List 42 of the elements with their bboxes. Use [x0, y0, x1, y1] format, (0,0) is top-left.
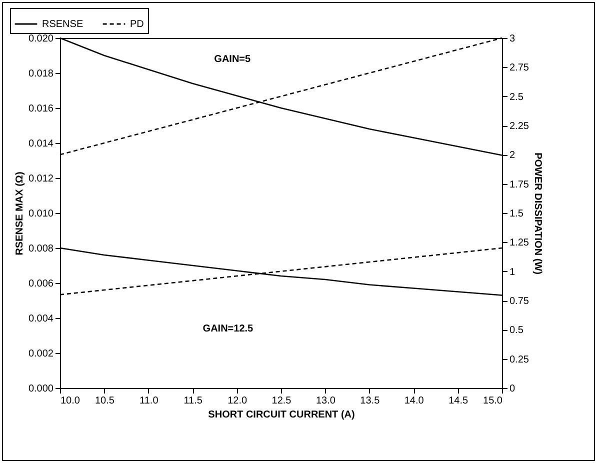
y-tick-label: 0.016: [28, 104, 54, 114]
y2-tick-label: 1.5: [510, 208, 524, 220]
x-tick-label: 15.0: [483, 396, 503, 406]
y-tick-label: 0.000: [28, 384, 54, 394]
annotation: GAIN=12.5: [202, 324, 254, 334]
y2-tick-label: 0.25: [510, 354, 530, 366]
x-tick-label: 14.5: [448, 396, 468, 406]
annotation: GAIN=5: [214, 54, 252, 65]
y2-tick-label: 2.25: [510, 121, 530, 132]
x-tick-label: 13.5: [360, 396, 380, 406]
y2-tick-label: 1: [510, 266, 516, 278]
y2-tick-label: 1.25: [510, 238, 530, 249]
x-tick-label: 13.0: [316, 396, 336, 406]
y-tick-label: 0.010: [28, 208, 54, 220]
x-tick-label: 14.0: [404, 396, 424, 406]
y-tick-label: 0.002: [28, 348, 54, 360]
x-axis-title: SHORT CIRCUIT CURRENT (A): [208, 410, 355, 420]
y-tick-label: 0.014: [28, 138, 54, 150]
y-tick-label: 0.006: [28, 278, 54, 290]
legend-label: RSENSE: [42, 19, 84, 30]
y2-tick-label: 0: [510, 384, 516, 394]
x-tick-label: 11.5: [184, 396, 203, 406]
legend-label: PD: [130, 19, 144, 30]
y-axis-title: RSENSE MAX (Ω): [14, 172, 26, 256]
y2-tick-label: 2.75: [510, 62, 530, 74]
y2-tick-label: 2.5: [510, 92, 524, 103]
x-tick-label: 10.0: [60, 396, 80, 406]
x-tick-label: 12.5: [272, 396, 292, 406]
y-tick-label: 0.004: [28, 314, 54, 324]
x-tick-label: 11.0: [140, 396, 159, 406]
y-tick-label: 0.018: [28, 68, 54, 80]
y2-axis-title: POWER DISSIPATION (W): [532, 152, 543, 274]
y2-tick-label: 3: [510, 34, 516, 44]
y2-tick-label: 2: [510, 150, 516, 162]
x-tick-label: 10.5: [94, 396, 115, 406]
y-tick-label: 0.020: [28, 34, 54, 44]
y-tick-label: 0.008: [28, 244, 54, 254]
y2-tick-label: 0.5: [510, 325, 524, 336]
y2-tick-label: 1.75: [510, 179, 530, 190]
y2-tick-label: 0.75: [510, 296, 530, 307]
x-tick-label: 12.0: [228, 396, 248, 406]
y-tick-label: 0.012: [28, 174, 54, 184]
